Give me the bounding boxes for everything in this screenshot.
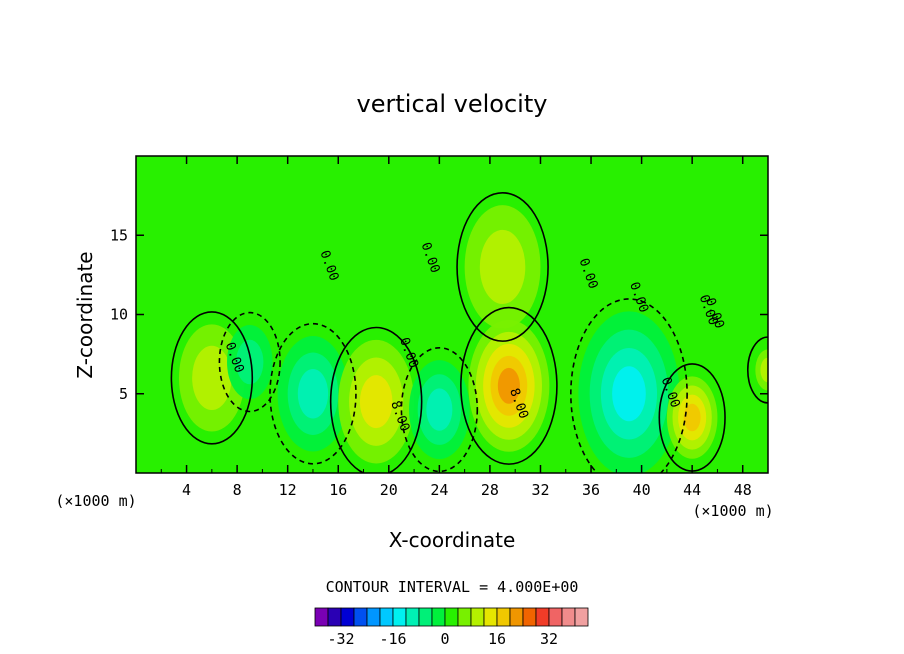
- x-tick-label-2: 12: [279, 481, 297, 499]
- x-tick-label-4: 20: [380, 481, 398, 499]
- y-tick-label-2: 15: [110, 226, 128, 244]
- colorbar-tick-label-2: 0: [440, 630, 449, 648]
- x-tick-label-10: 44: [683, 481, 701, 499]
- colorbar-swatch-8: [418, 607, 433, 627]
- colorbar-tick-label-0: -32: [327, 630, 354, 648]
- contour-line-2: [269, 322, 357, 465]
- contour-lines: [170, 191, 768, 473]
- field-cell-5-5: [497, 367, 520, 404]
- chart-title: vertical velocity: [357, 90, 548, 118]
- colorbar-swatch-15: [509, 607, 524, 627]
- x-tick-label-3: 16: [329, 481, 347, 499]
- contour-line-6: [456, 191, 549, 342]
- field-cell-6-2: [479, 229, 526, 305]
- contour-line-1: [218, 311, 281, 413]
- x-unit-right: (×1000 m): [692, 502, 773, 520]
- colorbar-tick-label-4: 32: [540, 630, 558, 648]
- field-cell-7-4: [612, 366, 646, 422]
- colorbar-swatch-10: [444, 607, 459, 627]
- colorbar-swatch-7: [405, 607, 420, 627]
- y-tick-label-1: 10: [110, 306, 128, 324]
- contour-interval-label: CONTOUR INTERVAL = 4.000E+00: [326, 578, 579, 596]
- field-blobs: [178, 205, 768, 473]
- contour-line-0: [170, 311, 254, 445]
- colorbar-swatch-13: [483, 607, 498, 627]
- x-axis: 4 8 12 16 20 24 28 32 36 40 44 48: [160, 156, 752, 499]
- colorbar-swatch-19: [561, 607, 576, 627]
- y-tick-label-0: 5: [119, 385, 128, 403]
- field-cell-9-2: [760, 357, 768, 383]
- colorbar-tick-label-1: -16: [379, 630, 406, 648]
- x-tick-label-1: 8: [233, 481, 242, 499]
- colorbar-ticks: -32 -16 0 16 32: [327, 630, 558, 648]
- contour-line-9: [746, 336, 768, 404]
- contour-line-7: [570, 298, 688, 473]
- x-tick-label-7: 32: [531, 481, 549, 499]
- field-cell-1-2: [236, 339, 264, 385]
- field-cell-4-3: [426, 388, 453, 431]
- x-tick-label-9: 40: [633, 481, 651, 499]
- colorbar-swatch-17: [535, 607, 550, 627]
- colorbar-swatch-9: [431, 607, 446, 627]
- colorbar-swatch-18: [548, 607, 563, 627]
- colorbar-swatch-20: [574, 607, 589, 627]
- field-cell-0-2: [192, 345, 232, 411]
- colorbar-swatch-14: [496, 607, 511, 627]
- field-cell-8-4: [683, 403, 701, 432]
- contour-line-4: [400, 346, 479, 473]
- colorbar-swatch-2: [340, 607, 355, 627]
- contour-line-3: [329, 326, 423, 473]
- x-axis-label: X-coordinate: [389, 528, 516, 552]
- colorbar-swatch-5: [379, 607, 394, 627]
- x-tick-label-11: 48: [734, 481, 752, 499]
- y-axis: 5 10 15: [110, 226, 768, 403]
- x-tick-label-0: 4: [182, 481, 191, 499]
- x-tick-label-5: 24: [430, 481, 448, 499]
- colorbar-swatch-12: [470, 607, 485, 627]
- colorbar-swatch-3: [353, 607, 368, 627]
- y-axis-label: Z-coordinate: [73, 251, 97, 378]
- colorbar-swatch-0: [314, 607, 329, 627]
- colorbar-swatch-11: [457, 607, 472, 627]
- field-cell-2-3: [297, 369, 329, 419]
- x-unit-left: (×1000 m): [55, 492, 136, 510]
- colorbar-swatch-1: [327, 607, 342, 627]
- contour-line-5: [460, 306, 558, 465]
- colorbar-swatch-16: [522, 607, 537, 627]
- field-cell-3-3: [359, 375, 393, 429]
- colorbar-tick-label-3: 16: [488, 630, 506, 648]
- colorbar-swatch-6: [392, 607, 407, 627]
- colorbar-swatch-4: [366, 607, 381, 627]
- x-tick-label-6: 28: [481, 481, 499, 499]
- plot-area: 0.000.000.000.00 0.000.000.000.008.00 8.00…: [136, 156, 768, 473]
- x-tick-label-8: 36: [582, 481, 600, 499]
- colorbar: [314, 607, 589, 627]
